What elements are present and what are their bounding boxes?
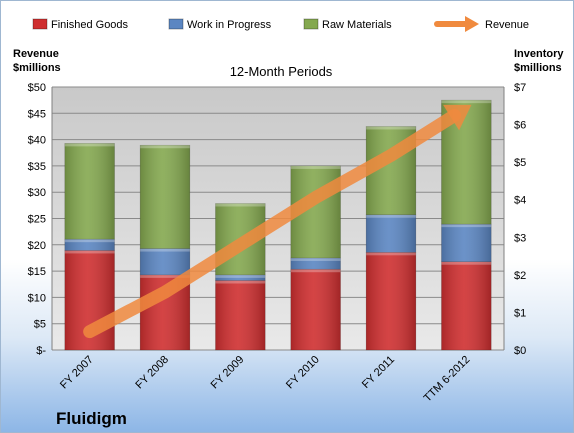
left-tick-label: $5 [34, 319, 46, 331]
chart-title: 12-Month Periods [230, 64, 333, 79]
left-tick-label: $50 [28, 82, 46, 94]
bar-highlight [140, 145, 190, 149]
bar-highlight [290, 257, 341, 261]
left-tick-label: $25 [28, 214, 46, 226]
bar-highlight [366, 126, 416, 130]
right-tick-label: $1 [514, 307, 526, 319]
legend-swatch-raw-materials [303, 18, 319, 30]
bar-shading [64, 239, 115, 251]
x-tick-label: FY 2011 [360, 354, 397, 391]
legend-arrowhead [465, 16, 479, 32]
left-tick-label: $35 [28, 161, 46, 173]
left-axis-label-line1: Revenue [13, 48, 59, 60]
bar-shading [290, 257, 341, 270]
right-axis-label-line1: Inventory [514, 48, 564, 60]
bar-highlight [290, 165, 341, 169]
x-tick-label: FY 2007 [58, 354, 96, 392]
left-tick-label: $15 [28, 266, 46, 278]
gridlines [51, 86, 505, 351]
bar-shading [366, 214, 416, 253]
left-tick-label: $40 [28, 135, 46, 147]
bar-highlight [215, 280, 266, 284]
bar-shading [64, 143, 115, 240]
left-tick-label: $20 [28, 240, 46, 252]
right-tick-label: $7 [514, 82, 526, 94]
bar-highlight [441, 261, 492, 265]
bar-highlight [140, 248, 190, 252]
revenue-series [83, 104, 472, 339]
bar-highlight [64, 239, 115, 243]
revenue-line [83, 108, 461, 339]
company-name: Fluidigm [56, 409, 127, 428]
bar-shading [215, 280, 266, 350]
bar-highlight [64, 143, 115, 147]
bar-shading [366, 252, 416, 350]
bar-highlight [366, 214, 416, 218]
bar-highlight [441, 224, 492, 228]
left-tick-label: $10 [28, 292, 46, 304]
left-axis-label-line2: $millions [13, 62, 61, 74]
bar-shading [441, 261, 492, 350]
legend-label-finished-goods: Finished Goods [51, 19, 129, 31]
x-tick-label: FY 2008 [133, 354, 171, 392]
bar-shading [215, 274, 266, 281]
bar-highlight [64, 250, 115, 254]
bar-highlight [441, 100, 492, 104]
x-tick-label: FY 2010 [284, 354, 322, 392]
right-tick-label: $6 [514, 120, 526, 132]
legend-swatch-work-in-progress [168, 18, 184, 30]
legend-swatch-finished-goods [32, 18, 48, 30]
bar-shading [140, 145, 190, 249]
right-axis-label-line2: $millions [514, 62, 562, 74]
legend: Finished Goods Work in Progress Raw Materi… [32, 16, 529, 32]
legend-label-revenue: Revenue [485, 19, 529, 31]
legend-label-raw-materials: Raw Materials [322, 19, 392, 31]
x-tick-label: TTM 6-2012 [422, 354, 473, 405]
x-tick-label: FY 2009 [209, 354, 247, 392]
legend-label-work-in-progress: Work in Progress [187, 19, 272, 31]
bar-highlight [290, 269, 341, 273]
right-tick-label: $2 [514, 270, 526, 282]
revenue-arrowhead [443, 104, 472, 131]
bar-highlight [140, 274, 190, 278]
bar-highlight [215, 203, 266, 207]
right-tick-label: $3 [514, 232, 526, 244]
left-tick-label: $45 [28, 108, 46, 120]
right-tick-label: $0 [514, 345, 526, 357]
right-tick-label: $4 [514, 195, 526, 207]
bar-highlight [366, 252, 416, 256]
left-tick-label: $- [36, 345, 46, 357]
left-tick-label: $30 [28, 187, 46, 199]
bar-highlight [215, 274, 266, 278]
bar-shading [140, 248, 190, 275]
bar-shading [290, 269, 341, 350]
right-tick-label: $5 [514, 157, 526, 169]
bar-shading [441, 224, 492, 262]
